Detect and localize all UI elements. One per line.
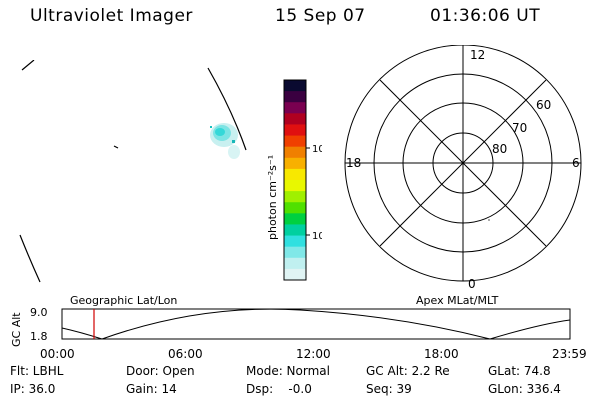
timeline-ytick-max: 9.0 [30, 306, 48, 319]
lat-label-70: 70 [512, 121, 527, 135]
polar-grid: 12 6 0 18 60 70 80 [344, 45, 582, 290]
colorbar-segment [284, 213, 306, 225]
orbit-timeline: Geographic Lat/Lon Apex MLat/MLT GC Alt … [10, 294, 587, 361]
colorbar-segment [284, 102, 306, 114]
uv-image-panel [19, 60, 247, 283]
filter-info: Flt: LBHL [10, 364, 64, 378]
colorbar-unit-label: photon cm⁻²s⁻¹ [266, 155, 279, 240]
limb-line [21, 60, 35, 71]
aurora-emission [210, 123, 240, 159]
colorbar-segment [284, 124, 306, 137]
limb-line [19, 234, 41, 283]
colorbar-segment [284, 168, 306, 181]
colorbar-segment [284, 135, 306, 148]
ip-info: IP: 36.0 [10, 382, 56, 396]
mlt-label-18: 18 [346, 156, 361, 170]
lat-label-80: 80 [492, 142, 507, 156]
colorbar-tick-100: 100 [312, 144, 322, 155]
colorbar-segment [284, 146, 306, 159]
date-label: 15 Sep 07 [275, 6, 366, 26]
colorbar-segment [284, 191, 306, 203]
xtick-1200: 12:00 [296, 347, 331, 361]
altitude-curve [61, 308, 571, 340]
colorbar-tick-10: 10 [312, 231, 322, 242]
door-info: Door: Open [126, 364, 195, 378]
colorbar-segment [284, 235, 306, 248]
colorbar-segment [284, 202, 306, 214]
colorbar-segment [284, 180, 306, 192]
instrument-title: Ultraviolet Imager [30, 6, 193, 26]
xtick-2359: 23:59 [552, 347, 587, 361]
limb-line [207, 67, 247, 151]
gain-info: Gain: 14 [126, 382, 177, 396]
xtick-1800: 18:00 [424, 347, 459, 361]
mlt-label-0: 0 [468, 277, 476, 290]
colorbar-segment [284, 157, 306, 170]
colorbar-segment [284, 246, 306, 259]
glat-info: GLat: 74.8 [488, 364, 551, 378]
timeline-ytick-min: 1.8 [30, 330, 48, 343]
mlt-label-12: 12 [470, 48, 485, 62]
mode-info: Mode: Normal [246, 364, 330, 378]
apex-title: Apex MLat/MLT [416, 294, 499, 307]
colorbar-segment [284, 80, 306, 92]
geographic-title: Geographic Lat/Lon [70, 294, 177, 307]
color-scale: 100 10 photon cm⁻²s⁻¹ [266, 79, 322, 281]
colorbar-segment [284, 91, 306, 103]
mlt-label-6: 6 [572, 156, 580, 170]
timeline-axis-label: GC Alt [10, 312, 23, 347]
xtick-0000: 00:00 [40, 347, 75, 361]
glon-info: GLon: 336.4 [488, 382, 561, 396]
colorbar-segment [284, 224, 306, 237]
seq-info: Seq: 39 [366, 382, 412, 396]
colorbar-segment [284, 268, 306, 281]
gc-alt-info: GC Alt: 2.2 Re [366, 364, 450, 378]
colorbar-segment [284, 257, 306, 270]
dsp-info: Dsp: -0.0 [246, 382, 312, 396]
xtick-0600: 06:00 [168, 347, 203, 361]
limb-line [113, 145, 119, 149]
time-label: 01:36:06 UT [430, 6, 541, 26]
colorbar-segment [284, 113, 306, 125]
lat-label-60: 60 [536, 98, 551, 112]
timeline-frame [61, 308, 571, 340]
